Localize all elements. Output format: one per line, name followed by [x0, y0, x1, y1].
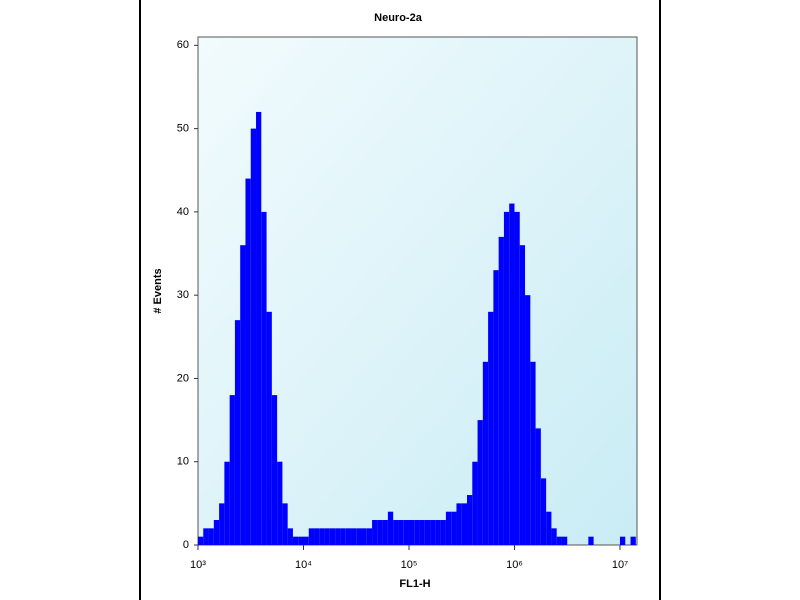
bar [414, 520, 420, 545]
bar [282, 503, 288, 545]
y-tick-label: 60 [177, 39, 189, 51]
bar [403, 520, 409, 545]
bar [224, 461, 230, 545]
bar [345, 528, 351, 545]
bar [335, 528, 341, 545]
bar [303, 536, 309, 545]
bar [525, 295, 531, 545]
y-tick-label: 20 [177, 372, 189, 384]
bar [493, 270, 499, 545]
bar [366, 528, 373, 545]
bar [588, 536, 594, 545]
x-tick-label: 10³ [190, 559, 206, 571]
bar [419, 520, 425, 545]
bar [356, 528, 362, 545]
bar [261, 211, 267, 545]
bar [393, 520, 399, 545]
bar [556, 536, 562, 545]
bar [477, 420, 483, 545]
bar [198, 536, 204, 545]
bar [540, 478, 547, 545]
x-axis-label: FL1-H [399, 578, 430, 590]
bar [377, 520, 383, 545]
x-tick-label: 10⁷ [612, 559, 628, 571]
bar [287, 528, 293, 545]
y-tick-label: 30 [177, 289, 189, 301]
bar [509, 203, 515, 545]
bar [445, 511, 452, 545]
bar [219, 503, 225, 545]
bar [546, 511, 552, 545]
bar [329, 528, 336, 545]
x-tick-label: 10⁴ [295, 559, 312, 571]
bar [387, 511, 394, 545]
bar [535, 428, 541, 545]
bar [630, 536, 636, 545]
y-axis-label: # Events [152, 268, 164, 313]
bar [451, 511, 457, 545]
bar [382, 520, 388, 545]
x-tick-label: 10⁶ [506, 559, 523, 571]
bar [319, 528, 325, 545]
bar [245, 178, 251, 545]
bar [482, 361, 489, 545]
chart-title: Neuro-2a [374, 12, 423, 24]
y-tick-label: 10 [177, 456, 189, 468]
bar [292, 536, 299, 545]
y-tick-label: 50 [177, 123, 189, 135]
bar [472, 461, 478, 545]
bar [240, 245, 246, 545]
bar [266, 311, 272, 545]
bar [314, 528, 320, 545]
y-tick-label: 0 [183, 539, 189, 551]
bar [256, 111, 262, 546]
bar [503, 211, 510, 545]
bar [298, 536, 304, 545]
plot-area [197, 36, 638, 546]
bar [208, 528, 214, 545]
bar [619, 536, 626, 545]
bar [229, 395, 235, 545]
bar [456, 503, 462, 545]
bar [250, 128, 257, 545]
bar [361, 528, 367, 545]
bar [488, 311, 494, 545]
bar [372, 520, 378, 545]
x-tick-label: 10⁵ [401, 559, 418, 571]
y-tick-label: 40 [177, 206, 189, 218]
bar [213, 520, 220, 545]
bar [498, 236, 504, 546]
bar [234, 320, 241, 545]
bar [308, 528, 315, 545]
bar [435, 520, 441, 545]
bar [324, 528, 330, 545]
bar [340, 528, 346, 545]
bar [398, 520, 404, 545]
bar [277, 461, 283, 545]
bar [408, 520, 415, 545]
bar [467, 495, 473, 545]
bar [203, 528, 209, 545]
bar [440, 520, 446, 545]
bar [551, 528, 557, 545]
bar [424, 520, 431, 545]
bar [461, 503, 468, 545]
bar [430, 520, 436, 545]
bar [514, 211, 520, 545]
bar [561, 536, 568, 545]
bar [530, 361, 536, 545]
bar [519, 245, 526, 545]
bar [350, 528, 357, 545]
bar [271, 395, 278, 545]
